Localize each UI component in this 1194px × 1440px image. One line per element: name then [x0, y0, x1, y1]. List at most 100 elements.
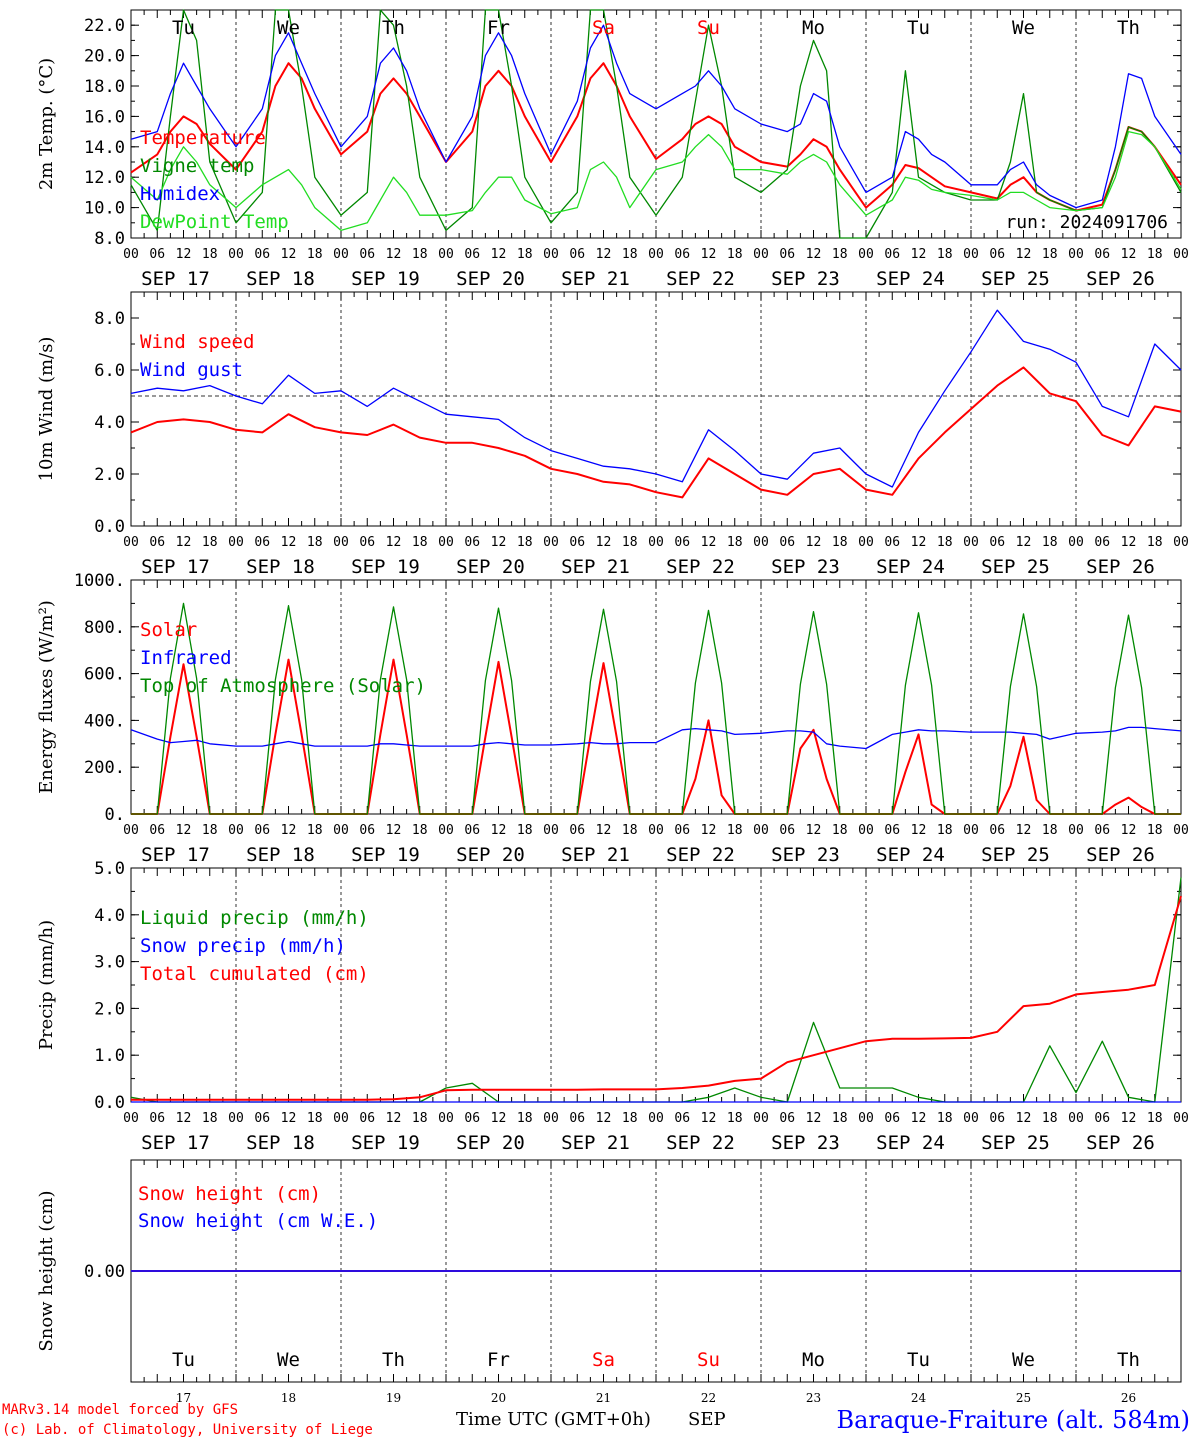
- date-label: SEP 21: [561, 1132, 630, 1154]
- series-line: [130, 366, 1182, 499]
- hour-label: 00: [228, 535, 244, 550]
- date-label: SEP 21: [561, 268, 630, 290]
- date-label: SEP 18: [246, 1132, 315, 1154]
- hour-label: 06: [779, 1111, 795, 1126]
- hour-label: 12: [281, 823, 297, 838]
- hour-label: 06: [359, 535, 375, 550]
- date-label: SEP 25: [981, 268, 1050, 290]
- hour-label: 12: [596, 535, 612, 550]
- legend-entry: Snow precip (mm/h): [140, 935, 346, 957]
- hour-label: 18: [1147, 823, 1163, 838]
- hour-label: 06: [1094, 247, 1110, 262]
- hour-label: 18: [202, 1111, 218, 1126]
- date-label: SEP 23: [771, 268, 840, 290]
- run-label: run: 2024091706: [1005, 212, 1168, 233]
- hour-label: 06: [674, 823, 690, 838]
- hour-label: 18: [622, 247, 638, 262]
- y-tick-label: 5.0: [94, 859, 125, 879]
- date-label: SEP 22: [666, 556, 735, 578]
- date-label: SEP 17: [141, 268, 210, 290]
- hour-label: 18: [307, 823, 323, 838]
- legend-entry: Humidex: [140, 183, 220, 205]
- hour-label: 18: [412, 535, 428, 550]
- legend-entry: Top of Atmosphere (Solar): [140, 675, 426, 697]
- date-label: SEP 22: [666, 1132, 735, 1154]
- day-name-top: Tu: [172, 17, 195, 39]
- hour-label: 00: [123, 247, 139, 262]
- hour-label: 00: [438, 1111, 454, 1126]
- hour-label: 06: [464, 535, 480, 550]
- hour-label: 12: [176, 247, 192, 262]
- date-label: SEP 19: [351, 844, 420, 866]
- hour-label: 18: [727, 823, 743, 838]
- day-number: 24: [911, 1391, 927, 1405]
- hour-label: 00: [963, 247, 979, 262]
- day-name-top: We: [277, 17, 300, 39]
- hour-label: 18: [412, 247, 428, 262]
- date-label: SEP 26: [1086, 844, 1155, 866]
- hour-label: 18: [307, 247, 323, 262]
- hour-label: 06: [149, 247, 165, 262]
- hour-label: 12: [596, 823, 612, 838]
- hour-label: 00: [963, 823, 979, 838]
- hour-label: 00: [648, 823, 664, 838]
- date-label: SEP 19: [351, 556, 420, 578]
- y-tick-label: 20.0: [84, 47, 125, 67]
- hour-label: 18: [622, 1111, 638, 1126]
- station-title: Baraque-Fraiture (alt. 584m): [836, 1406, 1190, 1434]
- day-number: 18: [281, 1391, 296, 1405]
- day-name-top: We: [1012, 17, 1035, 39]
- hour-label: 00: [963, 1111, 979, 1126]
- hour-label: 12: [281, 247, 297, 262]
- hour-label: 18: [832, 1111, 848, 1126]
- day-name-bottom: Sa: [592, 1349, 615, 1371]
- date-label: SEP 26: [1086, 1132, 1155, 1154]
- hour-label: 00: [543, 535, 559, 550]
- hour-label: 06: [989, 1111, 1005, 1126]
- model-credit: MARv3.14 model forced by GFS: [2, 1402, 238, 1418]
- day-number: 21: [596, 1391, 611, 1405]
- day-name-top: Mo: [802, 17, 825, 39]
- y-tick-label: 800.: [84, 618, 125, 638]
- legend-entry: Wind gust: [140, 359, 243, 381]
- hour-label: 06: [464, 823, 480, 838]
- day-name-bottom: Fr: [487, 1349, 510, 1371]
- hour-label: 12: [1121, 1111, 1137, 1126]
- y-tick-label: 0.0: [94, 517, 125, 537]
- series-line: [130, 62, 1182, 212]
- hour-label: 12: [701, 823, 717, 838]
- hour-label: 18: [517, 535, 533, 550]
- y-tick-label: 0.00: [84, 1262, 125, 1282]
- hour-label: 12: [701, 1111, 717, 1126]
- hour-label: 18: [307, 535, 323, 550]
- date-label: SEP 24: [876, 844, 945, 866]
- hour-label: 12: [176, 823, 192, 838]
- y-tick-label: 4.0: [94, 906, 125, 926]
- legend-entry: Temperature: [140, 127, 266, 149]
- y-tick-label: 0.0: [94, 1093, 125, 1113]
- hour-label: 18: [1147, 535, 1163, 550]
- hour-label: 00: [333, 247, 349, 262]
- hour-label: 12: [806, 535, 822, 550]
- hour-label: 06: [569, 823, 585, 838]
- time-axis-label: Time UTC (GMT+0h): [456, 1409, 651, 1430]
- hour-label: 18: [1147, 247, 1163, 262]
- hour-label: 06: [989, 535, 1005, 550]
- hour-label: 12: [1121, 823, 1137, 838]
- day-name-top: Tu: [907, 17, 930, 39]
- hour-label: 18: [202, 823, 218, 838]
- hour-label: 00: [123, 823, 139, 838]
- hour-label: 00: [1068, 1111, 1084, 1126]
- hour-label: 06: [149, 1111, 165, 1126]
- hour-label: 06: [884, 247, 900, 262]
- hour-label: 18: [622, 535, 638, 550]
- hour-label: 06: [989, 247, 1005, 262]
- day-name-top: Th: [382, 17, 405, 39]
- y-tick-label: 22.0: [84, 16, 125, 36]
- hour-label: 00: [1068, 535, 1084, 550]
- day-number: 20: [491, 1391, 506, 1405]
- legend-entry: Wind speed: [140, 331, 254, 353]
- hour-label: 12: [1016, 1111, 1032, 1126]
- hour-label: 00: [1173, 535, 1189, 550]
- legend-entry: Snow height (cm): [138, 1183, 321, 1205]
